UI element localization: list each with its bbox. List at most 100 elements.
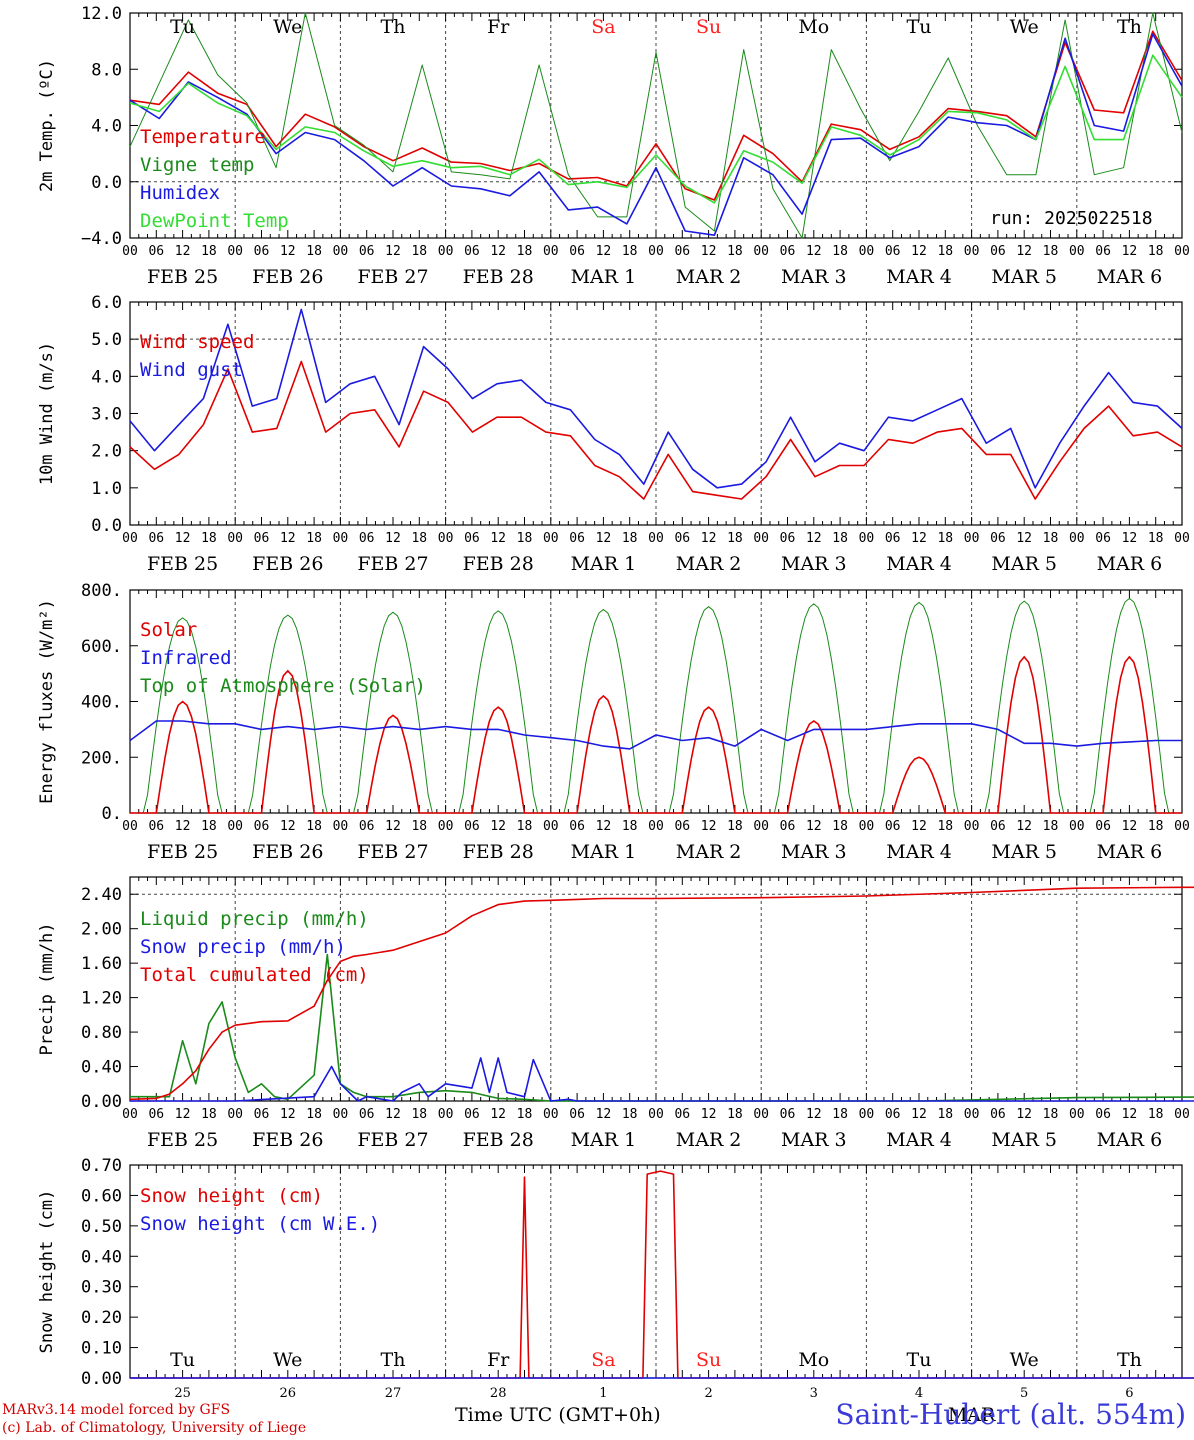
hour-tick-label: 00 — [964, 244, 980, 259]
hour-tick-label: 00 — [1069, 531, 1085, 546]
series-temperature — [129, 30, 1183, 201]
hour-tick-label: 00 — [543, 1107, 559, 1122]
date-label: FEB 25 — [147, 841, 218, 863]
date-label: MAR 4 — [886, 553, 952, 575]
y-tick-label: 5.0 — [91, 330, 122, 350]
weekday-label: Th — [381, 16, 406, 38]
y-tick-label: 0.60 — [81, 1186, 122, 1206]
hour-tick-label: 00 — [122, 244, 138, 259]
day-number-label: 4 — [915, 1386, 923, 1401]
date-label: MAR 3 — [781, 553, 847, 575]
legend-entry: Solar — [140, 619, 197, 641]
date-label: FEB 27 — [357, 553, 428, 575]
hour-tick-label: 06 — [569, 819, 585, 834]
hour-tick-label: 12 — [701, 531, 717, 546]
date-label: MAR 6 — [1097, 1129, 1163, 1151]
hour-tick-label: 06 — [148, 1107, 164, 1122]
date-label: FEB 26 — [252, 266, 323, 288]
legend-entry: Snow height (cm) — [140, 1185, 323, 1207]
panel-2: 0.0 1.0 2.0 3.0 4.0 5.0 6.0 10m Wind (m/s) 00 06 1… — [37, 293, 1190, 575]
hour-tick-label: 06 — [885, 1107, 901, 1122]
legend-entry: Snow precip (mm/h) — [140, 936, 346, 958]
hour-tick-label: 06 — [885, 819, 901, 834]
y-tick-label: 0.20 — [81, 1308, 122, 1328]
weekday-label: Fr — [487, 1349, 510, 1371]
date-label: FEB 25 — [147, 553, 218, 575]
y-tick-label: 0.50 — [81, 1217, 122, 1237]
hour-tick-label: 06 — [1095, 531, 1111, 546]
hour-tick-label: 06 — [148, 531, 164, 546]
hour-tick-label: 18 — [832, 244, 848, 259]
date-label: FEB 28 — [463, 553, 534, 575]
hour-tick-label: 00 — [543, 531, 559, 546]
date-label: MAR 1 — [571, 1129, 637, 1151]
day-number-label: 1 — [599, 1386, 607, 1401]
hour-tick-label: 06 — [359, 531, 375, 546]
hour-tick-label: 06 — [254, 244, 270, 259]
hour-tick-label: 18 — [832, 1107, 848, 1122]
hour-tick-label: 06 — [990, 244, 1006, 259]
hour-tick-label: 12 — [596, 1107, 612, 1122]
weekday-label: Sa — [591, 1349, 615, 1371]
hour-tick-label: 00 — [753, 1107, 769, 1122]
model-credit: MARv3.14 model forced by GFS — [2, 1402, 231, 1418]
x-axis-title: Time UTC (GMT+0h) — [455, 1404, 661, 1426]
hour-tick-label: 00 — [227, 531, 243, 546]
weekday-label: Th — [1117, 16, 1142, 38]
hour-tick-label: 00 — [964, 819, 980, 834]
panel-1: −4.0 0.0 4.0 8.0 12.0 2m Temp. (ºC) 00 06 12 18 00… — [37, 4, 1190, 288]
legend-entry: Wind speed — [140, 331, 254, 353]
hour-tick-label: 00 — [1069, 819, 1085, 834]
weekday-label: We — [1010, 1349, 1039, 1371]
series-wind-speed — [129, 360, 1183, 500]
series-wind-gust — [129, 308, 1183, 489]
hour-tick-label: 00 — [227, 819, 243, 834]
hour-tick-label: 12 — [1016, 819, 1032, 834]
date-label: MAR 2 — [676, 266, 742, 288]
y-tick-label: 1.20 — [81, 989, 122, 1009]
hour-tick-label: 00 — [227, 1107, 243, 1122]
hour-tick-label: 18 — [411, 244, 427, 259]
y-tick-label: 0.0 — [91, 173, 122, 193]
y-tick-label: 0.00 — [81, 1369, 122, 1389]
weekday-label: Mo — [798, 16, 829, 38]
y-axis-title: Precip (mm/h) — [37, 922, 57, 1055]
date-label: FEB 28 — [463, 1129, 534, 1151]
weekday-label: Tu — [907, 1349, 932, 1371]
hour-tick-label: 00 — [438, 244, 454, 259]
station-label: Saint-Hubert (alt. 554m) — [835, 1398, 1186, 1431]
hour-tick-label: 00 — [753, 244, 769, 259]
date-label: MAR 4 — [886, 266, 952, 288]
weekday-label: Th — [381, 1349, 406, 1371]
day-number-label: 2 — [704, 1386, 712, 1401]
hour-tick-label: 18 — [1043, 1107, 1059, 1122]
date-label: FEB 27 — [357, 266, 428, 288]
hour-tick-label: 12 — [385, 531, 401, 546]
hour-tick-label: 00 — [227, 244, 243, 259]
hour-tick-label: 06 — [254, 819, 270, 834]
hour-tick-label: 00 — [648, 531, 664, 546]
hour-tick-label: 00 — [859, 819, 875, 834]
y-tick-label: 0.70 — [81, 1156, 122, 1176]
hour-tick-label: 12 — [1122, 819, 1138, 834]
hour-tick-label: 00 — [964, 1107, 980, 1122]
day-number-label: 28 — [490, 1386, 507, 1401]
date-label: MAR 4 — [886, 841, 952, 863]
hour-tick-label: 06 — [1095, 1107, 1111, 1122]
panel-frame — [129, 301, 1183, 526]
y-tick-label: 0.0 — [91, 516, 122, 536]
hour-tick-label: 18 — [727, 1107, 743, 1122]
hour-tick-label: 18 — [727, 244, 743, 259]
hour-tick-label: 00 — [1069, 244, 1085, 259]
date-label: FEB 26 — [252, 553, 323, 575]
y-tick-label: 800. — [81, 581, 122, 601]
date-label: MAR 6 — [1097, 266, 1163, 288]
hour-tick-label: 00 — [122, 1107, 138, 1122]
hour-tick-label: 12 — [280, 531, 296, 546]
y-tick-label: 0.00 — [81, 1092, 122, 1112]
hour-tick-label: 06 — [569, 1107, 585, 1122]
legend-entry: Temperature — [140, 126, 266, 148]
weekday-label: Th — [1117, 1349, 1142, 1371]
date-label: MAR 6 — [1097, 553, 1163, 575]
hour-tick-label: 12 — [596, 819, 612, 834]
